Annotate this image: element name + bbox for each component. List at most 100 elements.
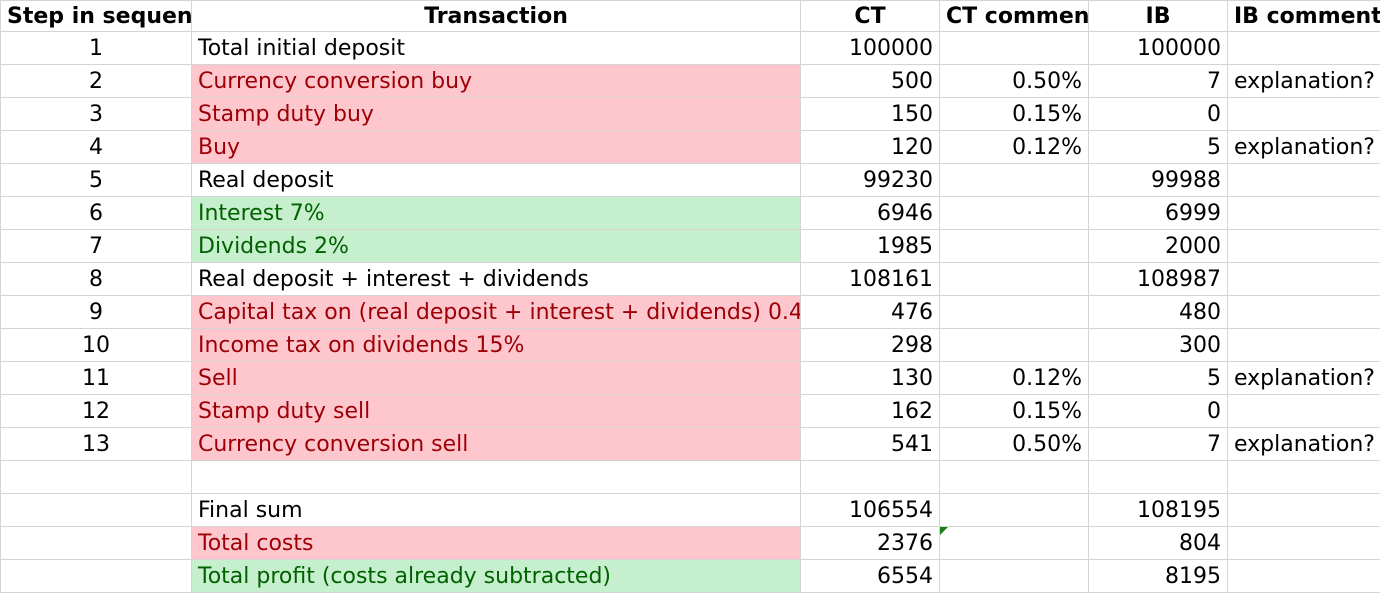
cell-ct-comment[interactable]	[939, 262, 1089, 296]
cell-transaction[interactable]: Currency conversion buy	[191, 64, 801, 98]
cell-ib[interactable]: 108195	[1088, 493, 1228, 527]
cell-ct-comment[interactable]	[939, 31, 1089, 65]
cell-ib[interactable]: 99988	[1088, 163, 1228, 197]
cell-ib[interactable]: 300	[1088, 328, 1228, 362]
cell-ib-comment[interactable]	[1227, 460, 1380, 494]
cell-ct[interactable]: 541	[800, 427, 940, 461]
cell-transaction[interactable]: Buy	[191, 130, 801, 164]
cell-ib-comment[interactable]	[1227, 493, 1380, 527]
cell-step[interactable]: 5	[0, 163, 192, 197]
cell-step[interactable]: 10	[0, 328, 192, 362]
cell-transaction[interactable]: Final sum	[191, 493, 801, 527]
cell-ct[interactable]: 1985	[800, 229, 940, 263]
cell-ib[interactable]: 108987	[1088, 262, 1228, 296]
cell-step[interactable]: 12	[0, 394, 192, 428]
header-ib-comment[interactable]: IB comment	[1227, 0, 1380, 32]
cell-ct[interactable]	[800, 460, 940, 494]
cell-step[interactable]: 11	[0, 361, 192, 395]
cell-step[interactable]: 6	[0, 196, 192, 230]
cell-ct-comment[interactable]	[939, 229, 1089, 263]
cell-ib-comment[interactable]: explanation?	[1227, 64, 1380, 98]
cell-ib-comment[interactable]	[1227, 394, 1380, 428]
cell-transaction[interactable]: Capital tax on (real deposit + interest …	[191, 295, 801, 329]
cell-transaction[interactable]: Dividends 2%	[191, 229, 801, 263]
cell-ct-comment[interactable]: 0.50%	[939, 64, 1089, 98]
cell-ct[interactable]: 120	[800, 130, 940, 164]
cell-ib[interactable]: 480	[1088, 295, 1228, 329]
cell-transaction[interactable]: Currency conversion sell	[191, 427, 801, 461]
cell-ib-comment[interactable]	[1227, 229, 1380, 263]
cell-ct[interactable]: 99230	[800, 163, 940, 197]
cell-ct[interactable]: 298	[800, 328, 940, 362]
cell-ct[interactable]: 6946	[800, 196, 940, 230]
cell-ct-comment[interactable]: 0.50%	[939, 427, 1089, 461]
cell-ct-comment[interactable]	[939, 493, 1089, 527]
header-ct-comment[interactable]: CT comment	[939, 0, 1089, 32]
cell-ib-comment[interactable]: explanation?	[1227, 361, 1380, 395]
cell-transaction[interactable]: Total costs	[191, 526, 801, 560]
cell-transaction[interactable]: Stamp duty sell	[191, 394, 801, 428]
cell-ib[interactable]: 0	[1088, 97, 1228, 131]
cell-ib[interactable]: 2000	[1088, 229, 1228, 263]
cell-ib[interactable]: 8195	[1088, 559, 1228, 593]
cell-ib[interactable]: 5	[1088, 130, 1228, 164]
cell-ct[interactable]: 100000	[800, 31, 940, 65]
cell-ib-comment[interactable]	[1227, 31, 1380, 65]
cell-ib-comment[interactable]	[1227, 328, 1380, 362]
cell-ct-comment[interactable]	[939, 196, 1089, 230]
cell-step[interactable]	[0, 559, 192, 593]
cell-ib-comment[interactable]: explanation?	[1227, 130, 1380, 164]
cell-ib[interactable]: 0	[1088, 394, 1228, 428]
cell-ib-comment[interactable]	[1227, 262, 1380, 296]
cell-ib-comment[interactable]	[1227, 526, 1380, 560]
cell-ct[interactable]: 108161	[800, 262, 940, 296]
cell-ib-comment[interactable]: explanation?	[1227, 427, 1380, 461]
cell-step[interactable]: 8	[0, 262, 192, 296]
cell-transaction[interactable]: Real deposit	[191, 163, 801, 197]
cell-ib[interactable]	[1088, 460, 1228, 494]
cell-ib-comment[interactable]	[1227, 295, 1380, 329]
cell-ib[interactable]: 6999	[1088, 196, 1228, 230]
cell-ct-comment[interactable]: 0.12%	[939, 361, 1089, 395]
cell-ib[interactable]: 804	[1088, 526, 1228, 560]
cell-ct[interactable]: 476	[800, 295, 940, 329]
header-transaction[interactable]: Transaction	[191, 0, 801, 32]
cell-ct[interactable]: 2376	[800, 526, 940, 560]
cell-ib-comment[interactable]	[1227, 196, 1380, 230]
cell-ct-comment[interactable]	[939, 328, 1089, 362]
cell-ib[interactable]: 100000	[1088, 31, 1228, 65]
cell-ct-comment[interactable]: 0.15%	[939, 394, 1089, 428]
cell-ct[interactable]: 162	[800, 394, 940, 428]
cell-ib-comment[interactable]	[1227, 559, 1380, 593]
cell-step[interactable]: 4	[0, 130, 192, 164]
cell-step[interactable]: 13	[0, 427, 192, 461]
header-step[interactable]: Step in sequence	[0, 0, 192, 32]
cell-transaction[interactable]: Sell	[191, 361, 801, 395]
cell-ct[interactable]: 6554	[800, 559, 940, 593]
cell-ct-comment[interactable]	[939, 163, 1089, 197]
header-ib[interactable]: IB	[1088, 0, 1228, 32]
cell-ct-comment[interactable]	[939, 460, 1089, 494]
cell-ct[interactable]: 150	[800, 97, 940, 131]
cell-ct-comment[interactable]	[939, 559, 1089, 593]
cell-step[interactable]	[0, 493, 192, 527]
cell-transaction[interactable]: Income tax on dividends 15%	[191, 328, 801, 362]
cell-step[interactable]: 3	[0, 97, 192, 131]
cell-ct[interactable]: 106554	[800, 493, 940, 527]
cell-transaction[interactable]: Total profit (costs already subtracted)	[191, 559, 801, 593]
cell-step[interactable]: 2	[0, 64, 192, 98]
cell-ct-comment[interactable]	[939, 526, 1089, 560]
cell-step[interactable]	[0, 526, 192, 560]
cell-ct[interactable]: 130	[800, 361, 940, 395]
cell-ib[interactable]: 5	[1088, 361, 1228, 395]
cell-ib[interactable]: 7	[1088, 64, 1228, 98]
cell-step[interactable]: 1	[0, 31, 192, 65]
cell-transaction[interactable]: Stamp duty buy	[191, 97, 801, 131]
cell-step[interactable]: 7	[0, 229, 192, 263]
cell-step[interactable]: 9	[0, 295, 192, 329]
cell-ct-comment[interactable]: 0.12%	[939, 130, 1089, 164]
cell-ct-comment[interactable]	[939, 295, 1089, 329]
cell-ib[interactable]: 7	[1088, 427, 1228, 461]
cell-ct-comment[interactable]: 0.15%	[939, 97, 1089, 131]
cell-transaction[interactable]: Real deposit + interest + dividends	[191, 262, 801, 296]
